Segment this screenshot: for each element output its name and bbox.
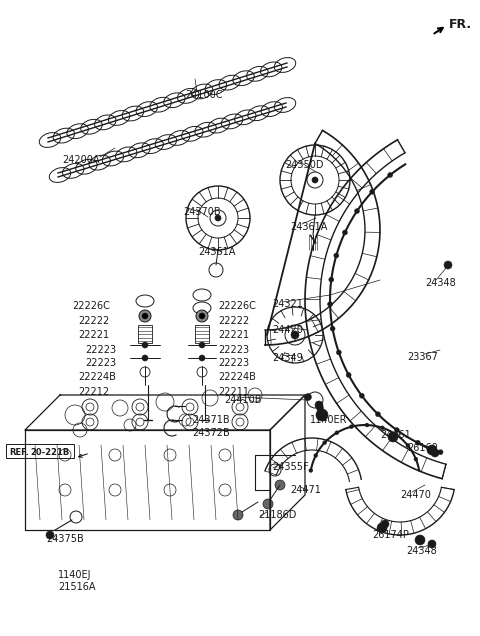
Text: 24348: 24348	[406, 546, 437, 556]
Text: 24471: 24471	[290, 485, 321, 495]
Circle shape	[327, 301, 333, 307]
Circle shape	[388, 172, 393, 177]
Text: 24361A: 24361A	[198, 247, 235, 257]
Text: 24410B: 24410B	[224, 395, 262, 405]
Circle shape	[233, 510, 243, 520]
Text: 24361A: 24361A	[290, 222, 327, 232]
Text: 24348: 24348	[425, 278, 456, 288]
Text: 22222: 22222	[218, 316, 249, 326]
Circle shape	[375, 411, 381, 417]
Circle shape	[142, 313, 148, 319]
Text: FR.: FR.	[449, 18, 472, 31]
Circle shape	[330, 326, 335, 331]
Circle shape	[316, 409, 328, 421]
Text: 22223: 22223	[85, 358, 116, 368]
Circle shape	[199, 355, 205, 361]
Circle shape	[335, 431, 339, 435]
Circle shape	[365, 423, 369, 427]
Text: 22222: 22222	[78, 316, 109, 326]
Circle shape	[394, 427, 399, 432]
Text: 22211: 22211	[218, 387, 249, 397]
Circle shape	[215, 215, 221, 221]
Circle shape	[427, 445, 437, 455]
Circle shape	[263, 499, 273, 509]
Circle shape	[199, 313, 205, 319]
Text: 20-221B: 20-221B	[30, 448, 69, 457]
Text: 24461: 24461	[380, 430, 411, 440]
Text: 24370B: 24370B	[183, 207, 221, 217]
Text: 22212: 22212	[78, 387, 109, 397]
Text: 24350D: 24350D	[285, 160, 324, 170]
Circle shape	[377, 523, 387, 533]
Text: 22224B: 22224B	[218, 372, 256, 382]
Bar	[195, 325, 209, 343]
Circle shape	[329, 277, 334, 282]
Circle shape	[336, 350, 341, 355]
Text: 24470: 24470	[400, 490, 431, 500]
Circle shape	[415, 440, 420, 445]
Bar	[138, 325, 152, 343]
Text: 24100C: 24100C	[185, 90, 223, 100]
Circle shape	[199, 342, 205, 348]
Circle shape	[388, 432, 398, 442]
Text: 22223: 22223	[218, 358, 249, 368]
Circle shape	[428, 540, 436, 548]
Circle shape	[370, 190, 375, 194]
Text: 24372B: 24372B	[192, 428, 230, 438]
Circle shape	[314, 453, 318, 457]
Circle shape	[415, 535, 425, 545]
Text: 22221: 22221	[78, 330, 109, 340]
Circle shape	[381, 426, 384, 430]
Text: 24200A: 24200A	[62, 155, 99, 165]
Circle shape	[438, 450, 443, 455]
Text: 22221: 22221	[218, 330, 249, 340]
Text: 22224B: 22224B	[78, 372, 116, 382]
Circle shape	[46, 531, 54, 539]
Circle shape	[196, 310, 208, 322]
Circle shape	[381, 520, 389, 528]
Bar	[6, 444, 74, 458]
Circle shape	[355, 209, 360, 214]
Circle shape	[316, 404, 324, 411]
Circle shape	[142, 355, 148, 361]
Text: 24349: 24349	[272, 353, 303, 363]
Text: 22223: 22223	[85, 345, 116, 355]
Circle shape	[139, 310, 151, 322]
Circle shape	[304, 394, 312, 401]
Circle shape	[349, 425, 353, 429]
Circle shape	[334, 253, 339, 258]
Circle shape	[431, 449, 439, 457]
Text: 21186D: 21186D	[258, 510, 296, 520]
Text: 21516A: 21516A	[58, 582, 96, 592]
Circle shape	[346, 373, 351, 377]
Text: 22226C: 22226C	[218, 301, 256, 311]
Circle shape	[315, 401, 323, 409]
Circle shape	[444, 261, 452, 269]
Text: 26174P: 26174P	[372, 530, 409, 540]
Text: 23367: 23367	[407, 352, 438, 362]
Text: 1140EJ: 1140EJ	[58, 570, 92, 580]
Text: 1140ER: 1140ER	[310, 415, 348, 425]
Circle shape	[406, 443, 410, 448]
Text: 24371B: 24371B	[192, 415, 229, 425]
Circle shape	[291, 331, 299, 339]
Circle shape	[309, 469, 313, 473]
Circle shape	[275, 480, 285, 490]
Circle shape	[414, 457, 418, 461]
Circle shape	[312, 177, 318, 183]
Circle shape	[395, 433, 398, 437]
Circle shape	[342, 230, 348, 235]
Text: 24420: 24420	[272, 325, 303, 335]
Text: REF.: REF.	[9, 448, 29, 457]
Circle shape	[142, 342, 148, 348]
Text: 24321: 24321	[272, 299, 303, 309]
Text: 24355F: 24355F	[272, 462, 309, 472]
Text: 22226C: 22226C	[72, 301, 110, 311]
Circle shape	[360, 393, 364, 398]
Text: 24375B: 24375B	[46, 534, 84, 544]
Text: 26160: 26160	[407, 443, 438, 453]
Text: 22223: 22223	[218, 345, 249, 355]
Circle shape	[323, 441, 327, 445]
